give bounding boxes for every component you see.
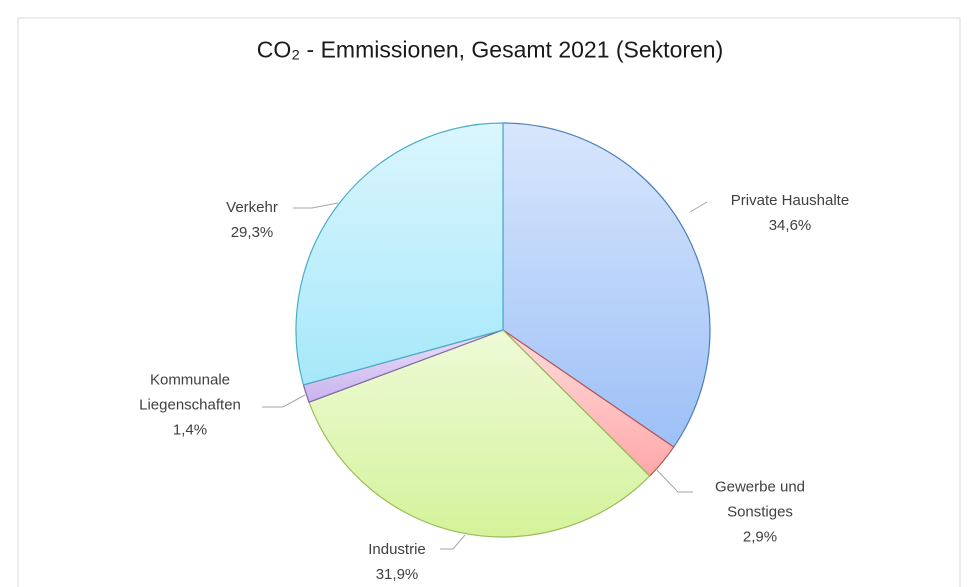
label-text: 1,4%	[172, 421, 208, 439]
data-label: Private Haushalte 34,6%	[710, 188, 870, 238]
label-text: 31,9%	[375, 566, 419, 583]
leader-line	[262, 394, 306, 408]
label-text: Kommunale Liegenschaften	[139, 371, 241, 414]
leader-line	[440, 534, 466, 550]
label-text: Gewerbe und Sonstiges	[714, 478, 806, 521]
label-text: Verkehr	[226, 199, 278, 216]
leader-line	[654, 467, 693, 493]
label-text: Industrie	[368, 541, 426, 558]
leader-line	[293, 202, 339, 209]
label-text: Private Haushalte	[730, 192, 850, 209]
pie-slice	[308, 329, 651, 538]
label-text: 2,9%	[742, 528, 778, 546]
label-text: 34,6%	[768, 217, 812, 234]
label-text: 29,3%	[230, 224, 274, 241]
leader-line	[689, 201, 708, 213]
pie-slice	[502, 122, 711, 448]
data-label: Gewerbe und Sonstiges 2,9%	[705, 475, 815, 550]
data-label: Verkehr 29,3%	[187, 195, 317, 245]
data-label: Kommunale Liegenschaften 1,4%	[135, 368, 245, 443]
pie-slice	[295, 122, 504, 386]
data-label: Industrie 31,9%	[332, 537, 462, 587]
chart-title: CO₂ - Emmissionen, Gesamt 2021 (Sektoren…	[256, 36, 724, 63]
